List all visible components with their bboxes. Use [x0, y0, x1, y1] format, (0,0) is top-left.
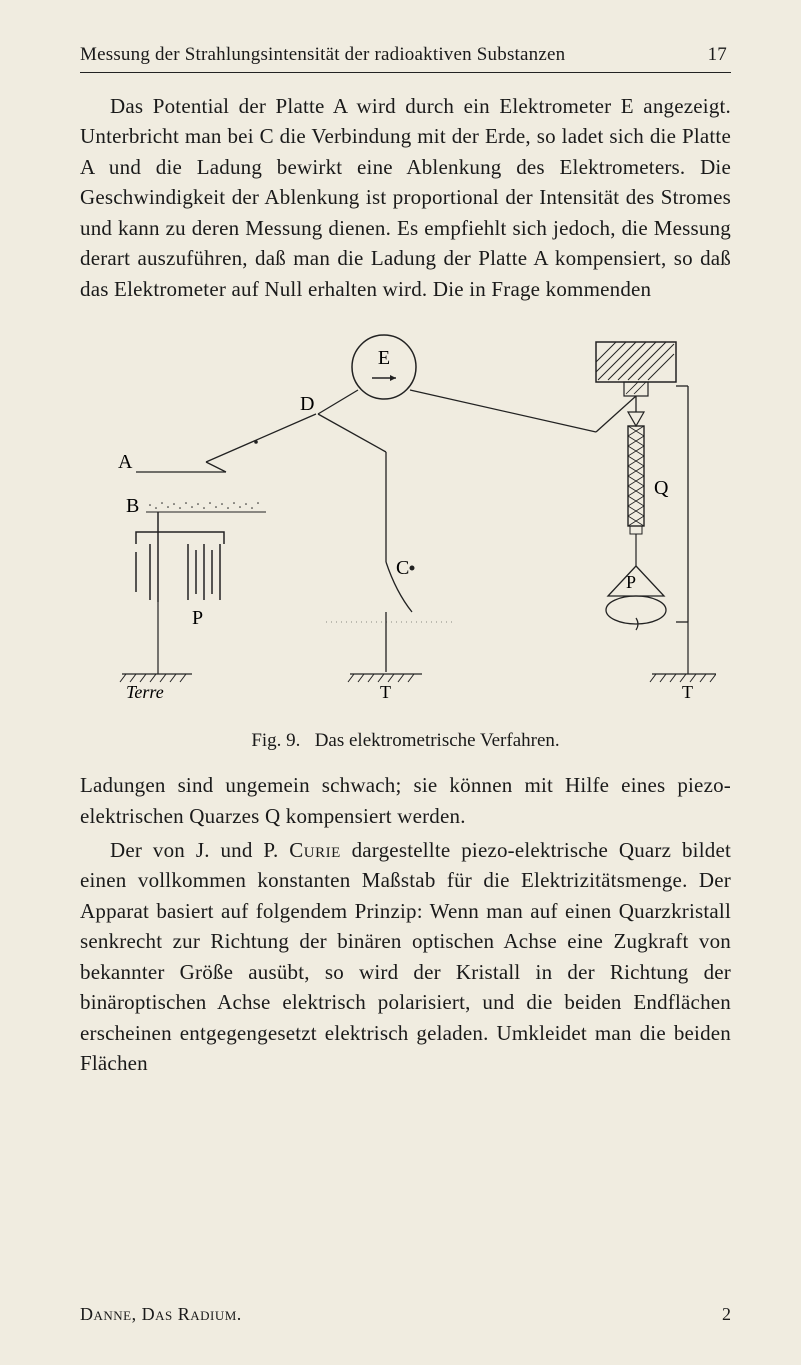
figure-caption-prefix: Fig. 9.: [251, 730, 300, 751]
footer-signature: 2: [722, 1304, 731, 1325]
name-curie: Curie: [289, 838, 341, 862]
paragraph-2: Ladungen sind ungemein schwach; sie könn…: [80, 770, 731, 831]
label-e: E: [377, 347, 389, 369]
quartz-column: Q P: [606, 396, 669, 630]
hatched-box-top: [596, 342, 676, 396]
label-p-left: P: [192, 607, 203, 629]
ground-t-center: T: [348, 674, 422, 702]
running-head-text: Messung der Strahlungsintensität der rad…: [80, 44, 565, 65]
page-number: 17: [708, 44, 727, 66]
para3-b: dargestellte piezo-elektrische Quarz bil…: [80, 838, 731, 1075]
ground-t-right: T: [650, 622, 716, 702]
running-head: Messung der Strahlungsintensität der rad…: [80, 44, 731, 66]
paragraph-3: Der von J. und P. Curie dargestellte pie…: [80, 835, 731, 1079]
capacitor-stack: [136, 512, 224, 602]
label-c: C: [396, 557, 409, 579]
label-p-right: P: [626, 572, 636, 592]
label-a: A: [118, 451, 133, 473]
ground-terre: Terre: [120, 602, 192, 702]
label-d: D: [300, 393, 314, 415]
para3-a: Der von J. und P.: [110, 838, 289, 862]
page: Messung der Strahlungsintensität der rad…: [0, 0, 801, 1365]
switch-dot: [409, 566, 414, 571]
label-t-center: T: [380, 682, 391, 702]
b-sample-bar: [146, 500, 266, 512]
head-rule: [80, 72, 731, 73]
figure-9: E: [80, 322, 731, 752]
label-terre: Terre: [126, 682, 164, 702]
footer-line: Danne, Das Radium. 2: [80, 1304, 731, 1325]
figure-caption: Fig. 9. Das elektrometrische Verfahren.: [80, 730, 731, 752]
electrometer-e: E: [352, 335, 416, 399]
label-t-right: T: [682, 682, 693, 702]
figure-svg: E: [96, 322, 716, 722]
figure-caption-text: Das elektrometrische Verfahren.: [315, 730, 560, 751]
label-q: Q: [654, 477, 669, 499]
paragraph-1: Das Potential der Platte A wird durch ei…: [80, 91, 731, 304]
label-b: B: [126, 495, 139, 517]
footer-author-title: Danne, Das Radium.: [80, 1304, 242, 1324]
